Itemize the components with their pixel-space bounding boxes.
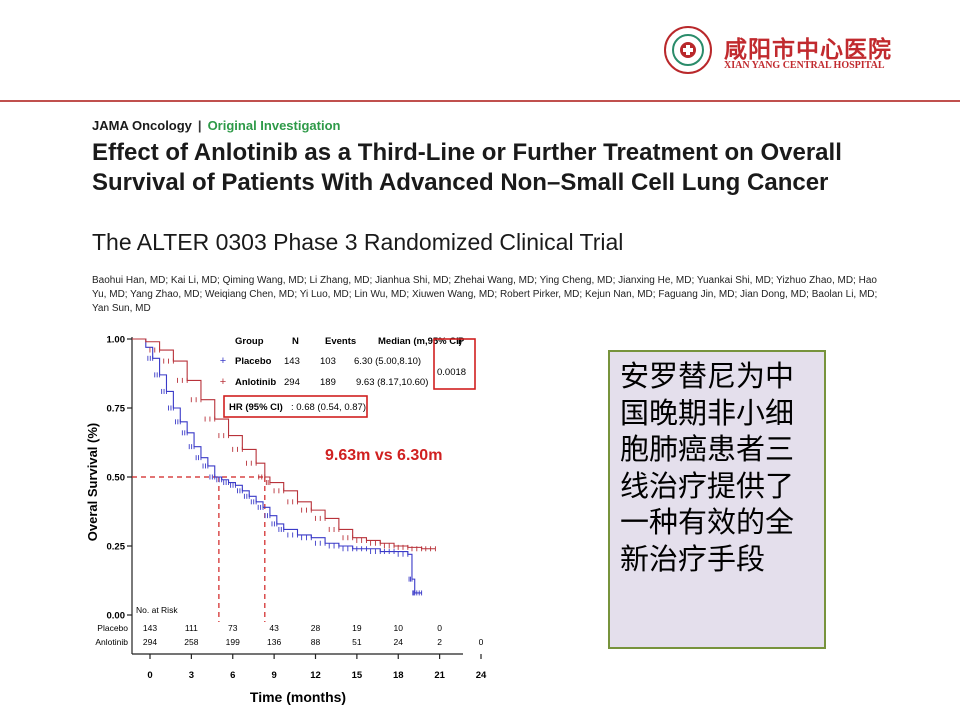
journal-separator: | (197, 118, 202, 133)
legend-n-anlotinib: 294 (284, 377, 300, 388)
header-divider (0, 100, 960, 102)
legend-marker-anlotinib: + (220, 376, 226, 388)
hr-highlight-box (223, 395, 368, 418)
p-value-highlight-box (433, 338, 476, 390)
y-tick-label: 0.75 (107, 404, 126, 415)
risk-count: 51 (352, 637, 362, 647)
risk-table: No. at Risk Placebo 143 111 73 43 28 19 10 0 Anlot… (95, 605, 483, 647)
paper-subtitle: The ALTER 0303 Phase 3 Randomized Clinic… (92, 229, 624, 255)
legend-n-placebo: 143 (284, 356, 300, 367)
risk-count: 24 (394, 637, 404, 647)
conclusion-text: 安罗替尼为中国晚期非小细胞肺癌患者三线治疗提供了一种有效的全新治疗手段 (620, 359, 795, 576)
risk-count: 2 (437, 637, 442, 647)
chart-axes: 0.00 0.25 0.50 0.75 1.00 0 3 6 9 12 15 18 21 24 Time (… (85, 335, 487, 706)
hospital-logo-icon (664, 26, 712, 74)
risk-count: 43 (269, 623, 279, 633)
x-axis-label: Time (months) (250, 689, 346, 705)
survival-curves (132, 338, 436, 596)
risk-table-title: No. at Risk (136, 605, 178, 615)
legend-events-anlotinib: 189 (320, 377, 336, 388)
legend-group-placebo: Placebo (235, 356, 272, 367)
conclusion-callout: 安罗替尼为中国晚期非小细胞肺癌患者三线治疗提供了一种有效的全新治疗手段 (608, 350, 826, 649)
survival-curve-placebo (132, 338, 422, 594)
x-tick-label: 0 (147, 670, 152, 681)
hospital-name-en: XIAN YANG CENTRAL HOSPITAL (724, 60, 885, 71)
y-tick-label: 1.00 (107, 335, 126, 346)
legend-header-p: P (458, 336, 465, 347)
risk-count: 10 (394, 623, 404, 633)
legend-header-group: Group (235, 336, 264, 347)
legend-header-events: Events (325, 336, 356, 347)
legend-header-n: N (292, 336, 299, 347)
y-tick-label: 0.50 (107, 473, 126, 484)
legend-median-placebo: 6.30 (5.00,8.10) (354, 356, 421, 367)
x-tick-label: 6 (230, 670, 235, 681)
x-tick-label: 21 (434, 670, 445, 681)
legend-median-anlotinib: 9.63 (8.17,10.60) (356, 377, 428, 388)
hospital-header: 咸阳市中心医院 XIAN YANG CENTRAL HOSPITAL (664, 26, 924, 76)
x-tick-label: 24 (476, 670, 487, 681)
hospital-name-cn: 咸阳市中心医院 (724, 37, 892, 63)
p-value: 0.0018 (437, 367, 466, 378)
legend-group-anlotinib: Anlotinib (235, 377, 276, 388)
legend-header-median: Median (m,95% CI) (378, 336, 462, 347)
risk-count: 143 (143, 623, 157, 633)
x-tick-label: 12 (310, 670, 321, 681)
km-chart: 0.00 0.25 0.50 0.75 1.00 0 3 6 9 12 15 18 21 24 Time (… (85, 335, 487, 706)
chart-legend: Group N Events Median (m,95% CI)P + Placebo 14… (220, 336, 476, 418)
risk-count: 258 (184, 637, 198, 647)
paper-title: Effect of Anlotinib as a Third-Line or F… (92, 139, 842, 196)
legend-marker-placebo: + (220, 355, 226, 367)
risk-count: 294 (143, 637, 157, 647)
risk-count: 0 (437, 623, 442, 633)
risk-count: 111 (185, 623, 198, 633)
risk-count: 199 (226, 637, 240, 647)
x-tick-label: 9 (271, 670, 276, 681)
legend-events-placebo: 103 (320, 356, 336, 367)
y-axis-label: Overal Survival (%) (85, 423, 100, 542)
x-tick-label: 3 (189, 670, 194, 681)
risk-count: 88 (311, 637, 321, 647)
survival-curve-anlotinib (132, 338, 436, 550)
risk-row-label: Placebo (97, 623, 128, 633)
risk-count: 28 (311, 623, 321, 633)
hr-value: : 0.68 (0.54, 0.87) (291, 402, 366, 413)
risk-count: 136 (267, 637, 281, 647)
journal-name: JAMA Oncology (92, 118, 192, 133)
x-tick-label: 18 (393, 670, 404, 681)
journal-section: Original Investigation (207, 118, 341, 133)
y-tick-label: 0.00 (107, 611, 126, 622)
median-comparison-annotation: 9.63m vs 6.30m (325, 447, 442, 464)
y-tick-label: 0.25 (107, 542, 126, 553)
risk-row-label: Anlotinib (95, 637, 128, 647)
x-tick-label: 15 (352, 670, 363, 681)
journal-line: JAMA Oncology | Original Investigation (92, 118, 340, 133)
median-lines (132, 476, 266, 622)
hr-label: HR (95% CI) (229, 402, 283, 413)
paper-authors: Baohui Han, MD; Kai Li, MD; Qiming Wang,… (92, 275, 878, 314)
risk-count: 73 (228, 623, 238, 633)
risk-count: 19 (352, 623, 362, 633)
risk-count: 0 (479, 637, 484, 647)
